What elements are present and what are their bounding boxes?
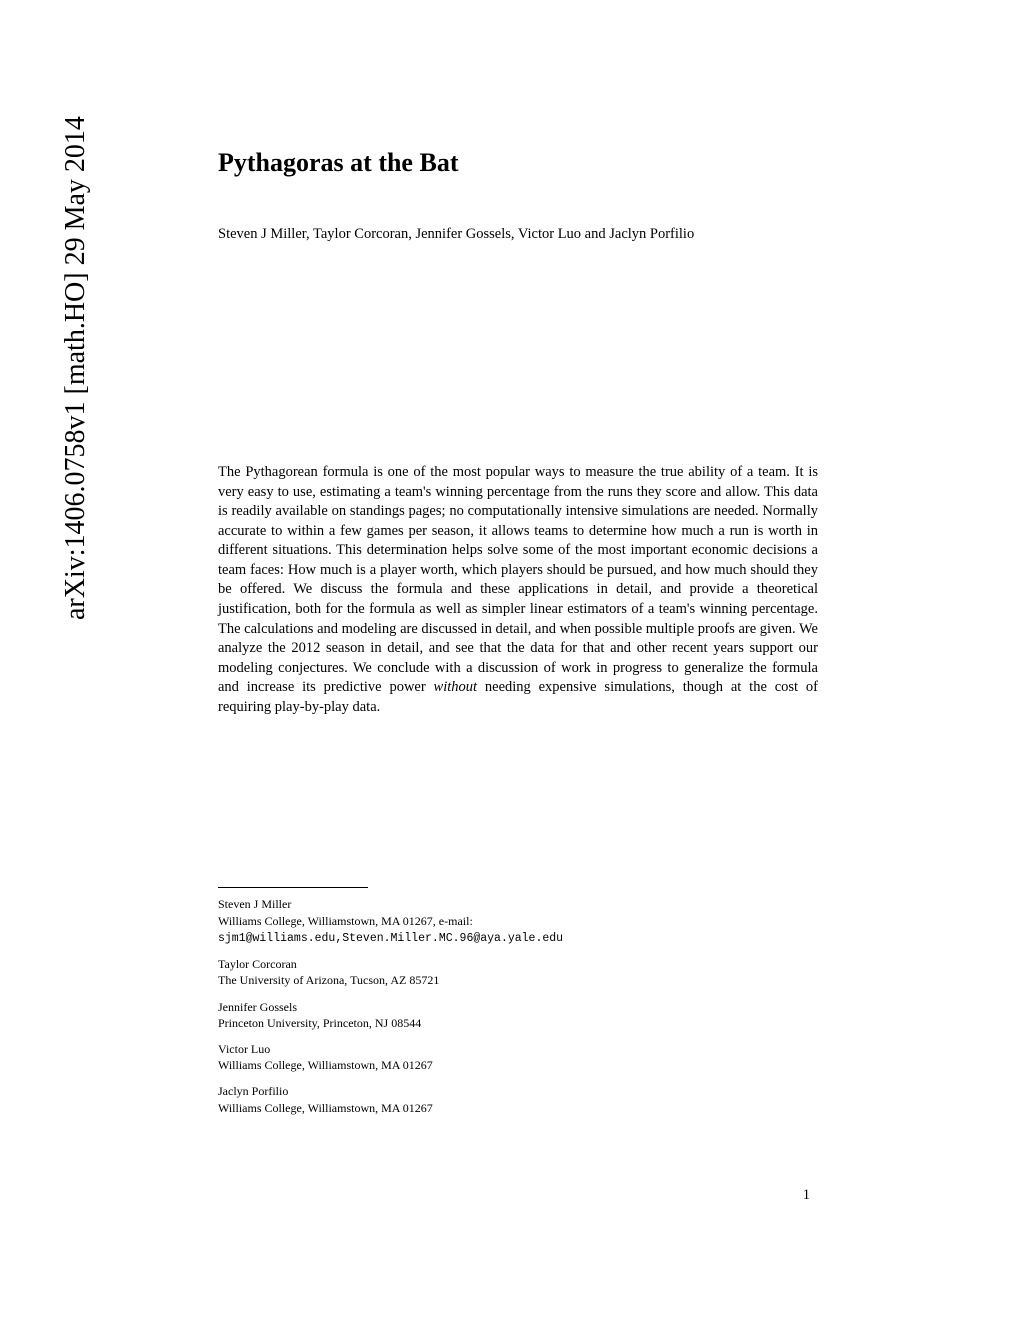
paper-authors: Steven J Miller, Taylor Corcoran, Jennif… — [218, 226, 818, 243]
affiliation-entry: Jaclyn Porfilio Williams College, Willia… — [218, 1083, 818, 1115]
affiliation-entry: Steven J Miller Williams College, Willia… — [218, 896, 818, 946]
affiliation-email: sjm1@williams.edu,Steven.Miller.MC.96@ay… — [218, 932, 563, 945]
affiliation-entry: Jennifer Gossels Princeton University, P… — [218, 999, 818, 1031]
affiliation-author-name: Victor Luo — [218, 1041, 818, 1057]
author-affiliations: Steven J Miller Williams College, Willia… — [218, 896, 818, 1115]
footnote-divider — [218, 887, 368, 888]
arxiv-identifier: arXiv:1406.0758v1 [math.HO] 29 May 2014 — [60, 116, 92, 620]
affiliation-detail: Williams College, Williamstown, MA 01267 — [218, 1100, 818, 1116]
affiliation-author-name: Jaclyn Porfilio — [218, 1083, 818, 1099]
affiliation-text: Williams College, Williamstown, MA 01267… — [218, 914, 473, 928]
affiliation-entry: Taylor Corcoran The University of Arizon… — [218, 956, 818, 988]
affiliation-author-name: Taylor Corcoran — [218, 956, 818, 972]
affiliation-author-name: Jennifer Gossels — [218, 999, 818, 1015]
affiliation-detail: Williams College, Williamstown, MA 01267… — [218, 913, 818, 947]
affiliation-detail: The University of Arizona, Tucson, AZ 85… — [218, 972, 818, 988]
paper-title: Pythagoras at the Bat — [218, 148, 818, 178]
abstract-italic: without — [434, 679, 478, 695]
paper-abstract: The Pythagorean formula is one of the mo… — [218, 463, 818, 717]
affiliation-author-name: Steven J Miller — [218, 896, 818, 912]
affiliation-detail: Williams College, Williamstown, MA 01267 — [218, 1057, 818, 1073]
page-number: 1 — [803, 1187, 810, 1204]
affiliation-entry: Victor Luo Williams College, Williamstow… — [218, 1041, 818, 1073]
abstract-part-1: The Pythagorean formula is one of the mo… — [218, 464, 818, 695]
affiliation-detail: Princeton University, Princeton, NJ 0854… — [218, 1015, 818, 1031]
paper-content: Pythagoras at the Bat Steven J Miller, T… — [218, 148, 818, 1126]
